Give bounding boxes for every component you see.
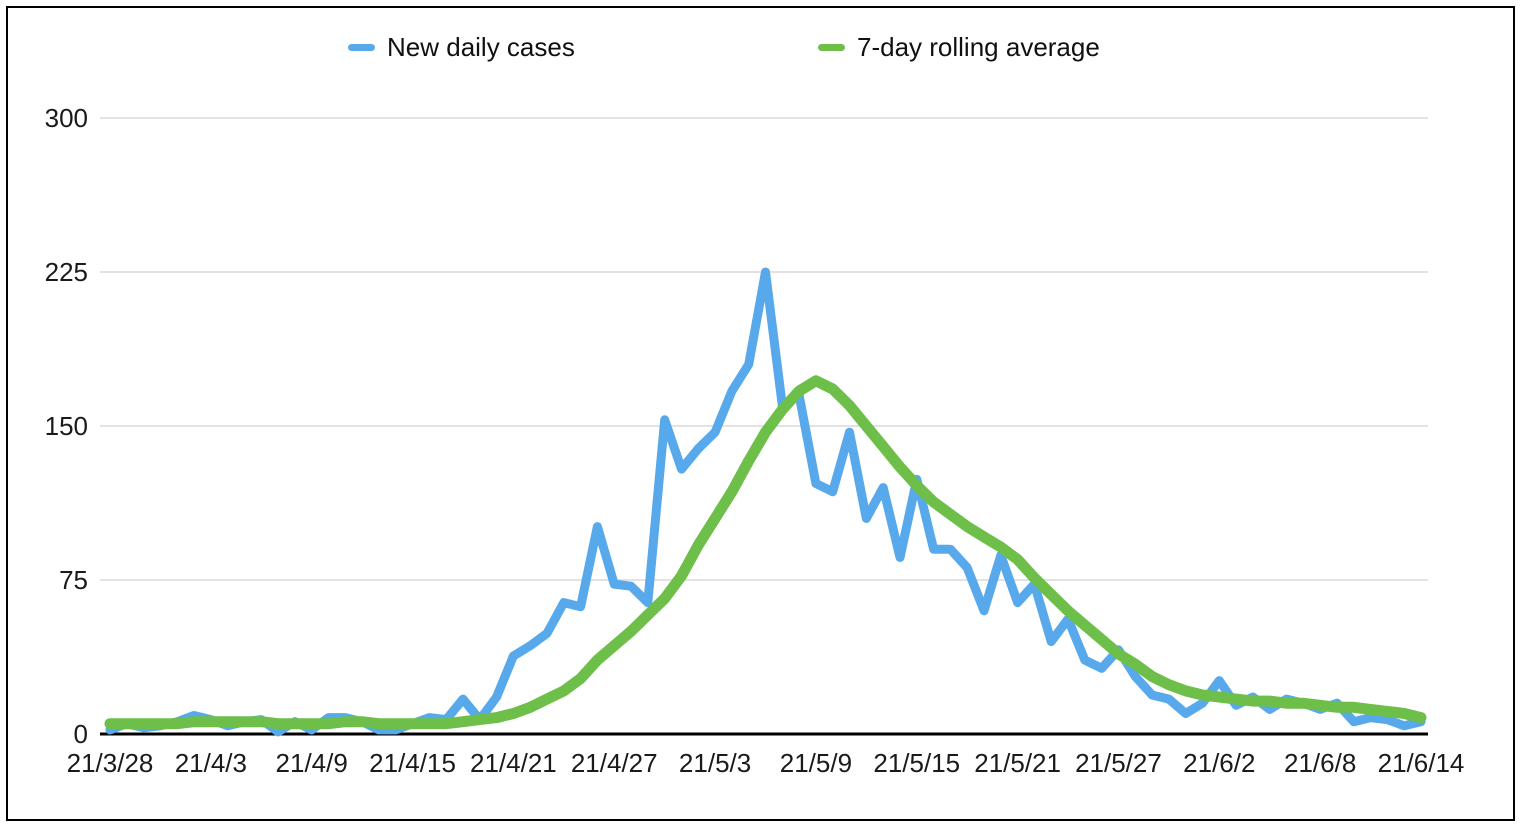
y-tick-label: 150 [45, 411, 88, 441]
x-tick-label: 21/5/21 [974, 748, 1061, 778]
x-tick-label: 21/4/3 [175, 748, 247, 778]
x-tick-label: 21/5/3 [679, 748, 751, 778]
legend-label-daily-cases: New daily cases [387, 31, 575, 62]
y-tick-label: 300 [45, 103, 88, 133]
rolling-average-swatch [818, 43, 845, 51]
x-tick-label: 21/5/9 [780, 748, 852, 778]
x-tick-label: 21/6/8 [1284, 748, 1356, 778]
y-tick-label: 0 [74, 719, 88, 749]
legend: New daily cases 7-day rolling average [0, 30, 1522, 70]
daily-cases-line [105, 267, 1426, 737]
legend-label-rolling-average: 7-day rolling average [857, 31, 1100, 62]
legend-item-rolling-average: 7-day rolling average [818, 30, 1100, 64]
legend-item-daily-cases: New daily cases [348, 30, 575, 64]
x-tick-label: 21/4/15 [369, 748, 456, 778]
daily-cases-swatch [348, 43, 375, 51]
x-tick-label: 21/4/9 [276, 748, 348, 778]
rolling-average-line [104, 375, 1427, 730]
x-tick-label: 21/5/27 [1075, 748, 1162, 778]
x-tick-label: 21/5/15 [873, 748, 960, 778]
x-tick-label: 21/4/21 [470, 748, 557, 778]
x-tick-label: 21/3/28 [67, 748, 154, 778]
y-tick-label: 75 [59, 565, 88, 595]
x-tick-label: 21/6/14 [1378, 748, 1465, 778]
x-tick-label: 21/4/27 [571, 748, 658, 778]
x-tick-label: 21/6/2 [1183, 748, 1255, 778]
y-tick-label: 225 [45, 257, 88, 287]
